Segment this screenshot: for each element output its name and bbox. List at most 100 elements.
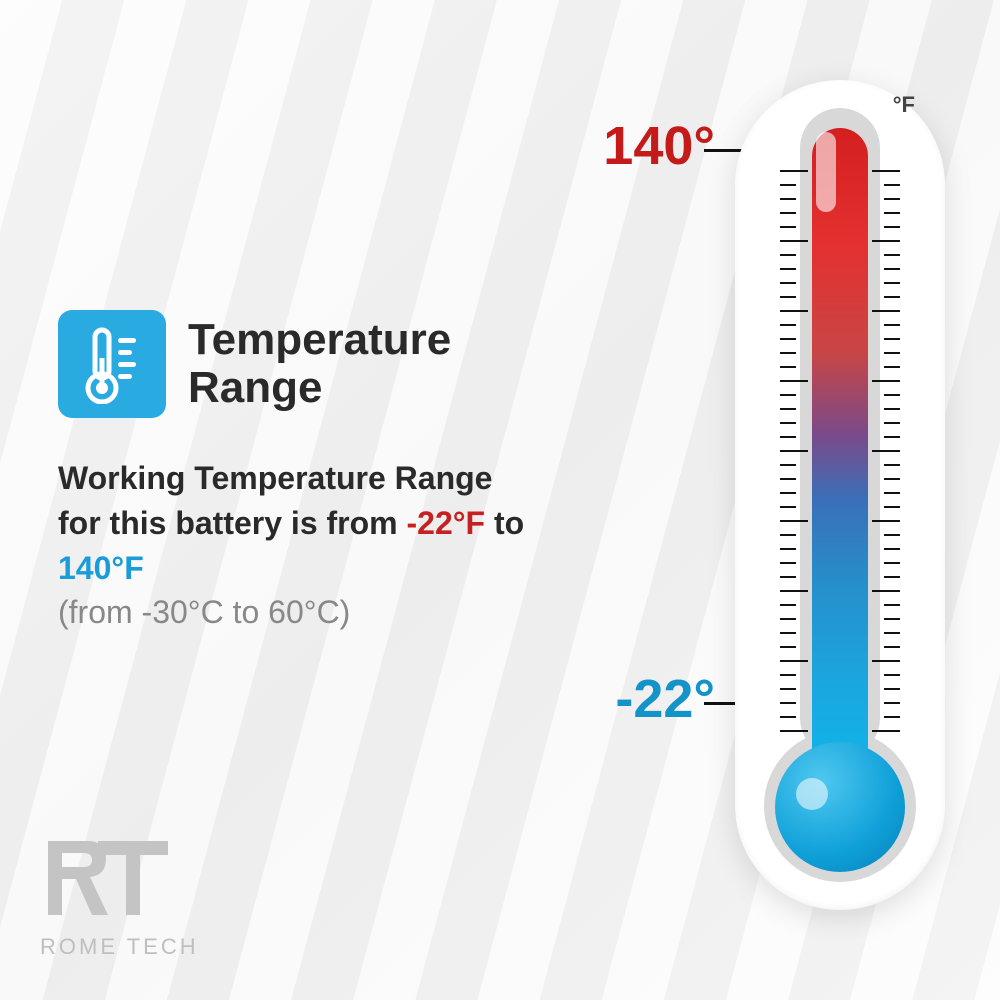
tick	[872, 590, 900, 592]
info-block: TemperatureRange Working Temperature Ran…	[58, 310, 538, 635]
tick	[884, 198, 900, 200]
tick	[780, 618, 796, 620]
tick	[780, 296, 796, 298]
tick	[780, 366, 796, 368]
tick	[884, 394, 900, 396]
title: TemperatureRange	[188, 316, 451, 413]
tick	[884, 338, 900, 340]
tick	[884, 534, 900, 536]
tick	[884, 548, 900, 550]
tick	[780, 492, 796, 494]
tick	[884, 324, 900, 326]
desc-mid: to	[485, 505, 524, 541]
tick	[884, 352, 900, 354]
tick	[780, 422, 796, 424]
thermometer-bulb	[775, 742, 905, 872]
logo-mark	[40, 833, 199, 928]
tick	[872, 450, 900, 452]
tick	[780, 282, 796, 284]
tick	[884, 632, 900, 634]
desc-low: -22°F	[407, 505, 486, 541]
tick	[884, 296, 900, 298]
tick	[780, 702, 796, 704]
desc-celsius: (from -30°C to 60°C)	[58, 594, 350, 630]
tick	[780, 730, 808, 732]
tick	[884, 506, 900, 508]
tick	[872, 520, 900, 522]
tick	[780, 268, 796, 270]
tick	[780, 352, 796, 354]
tick	[780, 660, 808, 662]
tick	[884, 646, 900, 648]
tick	[780, 534, 796, 536]
tick	[780, 562, 796, 564]
tick	[884, 674, 900, 676]
tick	[884, 268, 900, 270]
tick	[872, 660, 900, 662]
tick	[884, 478, 900, 480]
tick	[884, 254, 900, 256]
tick	[780, 450, 808, 452]
tick	[780, 576, 796, 578]
tick	[884, 422, 900, 424]
tick	[780, 408, 796, 410]
tick	[780, 716, 796, 718]
tick	[884, 576, 900, 578]
tick	[884, 702, 900, 704]
tick	[780, 240, 808, 242]
tick	[884, 618, 900, 620]
tick	[780, 198, 796, 200]
bulb-highlight	[796, 778, 828, 810]
tick	[884, 716, 900, 718]
thermometer-ticks	[780, 170, 900, 730]
tick	[780, 590, 808, 592]
logo: ROME TECH	[40, 833, 199, 960]
tick	[884, 212, 900, 214]
tick	[780, 674, 796, 676]
tick	[884, 282, 900, 284]
tick	[780, 324, 796, 326]
tick	[872, 380, 900, 382]
tick	[884, 562, 900, 564]
tick	[884, 436, 900, 438]
high-temp-label: 140°	[603, 115, 715, 177]
tick	[780, 646, 796, 648]
tick	[872, 170, 900, 172]
tick	[884, 366, 900, 368]
tick	[780, 254, 796, 256]
tick	[780, 226, 796, 228]
tick	[780, 436, 796, 438]
low-temp-label: -22°	[615, 668, 715, 730]
tick	[780, 478, 796, 480]
description: Working Temperature Range for this batte…	[58, 456, 538, 635]
tick	[780, 184, 796, 186]
tick	[872, 310, 900, 312]
tick	[780, 688, 796, 690]
tick	[884, 184, 900, 186]
tick	[884, 688, 900, 690]
tick	[780, 170, 808, 172]
tick	[780, 520, 808, 522]
tick	[780, 604, 796, 606]
tick	[872, 240, 900, 242]
thermometer-icon	[58, 310, 166, 418]
desc-high: 140°F	[58, 550, 144, 586]
logo-text: ROME TECH	[40, 934, 199, 960]
tick	[780, 380, 808, 382]
tick	[780, 338, 796, 340]
thermometer: °F	[735, 80, 945, 910]
tick	[780, 212, 796, 214]
tick	[884, 464, 900, 466]
tick	[884, 226, 900, 228]
tick	[884, 492, 900, 494]
tick	[780, 548, 796, 550]
tick	[780, 506, 796, 508]
tick	[884, 408, 900, 410]
tick	[780, 394, 796, 396]
tick	[780, 632, 796, 634]
tick	[884, 604, 900, 606]
tick	[872, 730, 900, 732]
unit-label: °F	[893, 92, 915, 118]
tick	[780, 464, 796, 466]
tick	[780, 310, 808, 312]
